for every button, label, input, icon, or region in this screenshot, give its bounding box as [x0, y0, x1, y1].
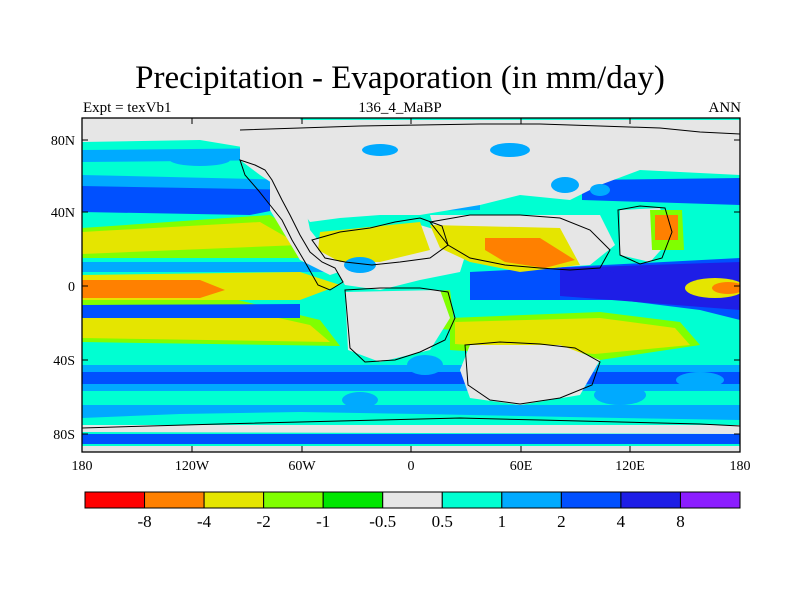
blob-6 — [344, 257, 376, 273]
coastline-americas — [239, 159, 344, 291]
land-orange-east — [655, 215, 678, 240]
lon-label-60w: 60W — [288, 459, 316, 474]
blob-10 — [676, 372, 724, 388]
colorbar-box-9 — [620, 491, 681, 509]
colorbar-label-2: -2 — [257, 512, 271, 531]
blob-3 — [490, 143, 530, 157]
blob-4 — [362, 144, 398, 156]
colorbar-box-4 — [322, 491, 384, 509]
lat-label-40n: 40N — [51, 206, 75, 221]
lon-label-60e: 60E — [510, 459, 533, 474]
blob-5 — [170, 154, 230, 166]
blob-7 — [407, 355, 443, 375]
colorbar-label-9: 8 — [676, 512, 685, 531]
band-south-blue-2 — [82, 405, 740, 420]
lat-label-0: 0 — [68, 280, 75, 295]
itcz-pacific-south — [82, 304, 300, 318]
colorbar-box-0 — [84, 491, 146, 509]
coastline-arctic — [239, 123, 741, 135]
landmass-north-america-edge — [270, 165, 345, 275]
colorbar-box-7 — [501, 491, 562, 509]
landmass-south-america-africa — [345, 290, 450, 362]
lon-label-120e: 120E — [615, 459, 645, 474]
blob-1 — [551, 177, 579, 193]
colorbar-label-6: 1 — [498, 512, 507, 531]
coastline-east-asia — [617, 205, 673, 265]
coastline-antarctica — [81, 417, 741, 429]
colorbar-label-0: -8 — [137, 512, 151, 531]
coastline-southern-island — [464, 341, 601, 405]
zone-tropical-pacific-orange — [82, 280, 225, 298]
blob-11 — [580, 270, 620, 290]
itcz-pacific-north — [82, 262, 340, 272]
band-north-pacific-west — [582, 178, 740, 205]
lon-label-120w: 120W — [175, 459, 210, 474]
season-label: ANN — [708, 100, 742, 116]
colorbar-box-5 — [382, 491, 443, 509]
landmass-eurasia-north — [240, 120, 740, 222]
lat-label-80s: 80S — [53, 428, 75, 443]
colorbar-box-1 — [144, 491, 205, 509]
lon-label-0: 0 — [408, 459, 415, 474]
coastline-south-continent — [344, 287, 456, 363]
blob-8 — [342, 392, 378, 408]
landmass-southern-continent — [460, 345, 600, 405]
colorbar-label-3: -1 — [316, 512, 330, 531]
colorbar-label-1: -4 — [197, 512, 212, 531]
landmass-arctic — [82, 118, 305, 150]
blob-2 — [590, 184, 610, 196]
colorbar-box-6 — [441, 491, 503, 509]
lat-label-80n: 80N — [51, 134, 75, 149]
land-orange — [485, 238, 575, 268]
coastline-afro-asia — [429, 214, 611, 271]
colorbar-label-8: 4 — [617, 512, 626, 531]
period-label: 136_4_MaBP — [358, 100, 442, 116]
lat-label-40s: 40S — [53, 354, 75, 369]
colorbar-label-7: 2 — [557, 512, 566, 531]
blob-9 — [594, 385, 646, 405]
colorbar-box-2 — [203, 491, 265, 509]
colorbar-box-3 — [263, 491, 324, 509]
zone-north-pacific-yellow — [82, 222, 300, 254]
band-north-pacific-light — [82, 175, 300, 190]
colorbar-label-5: 0.5 — [432, 512, 453, 531]
colorbar-box-8 — [560, 491, 622, 509]
lat-ticks — [82, 139, 740, 435]
experiment-label: Expt = texVb1 — [83, 100, 172, 116]
band-south-strong — [82, 372, 740, 384]
land-yellow-west — [318, 222, 430, 262]
colorbar: -8 -4 -2 -1 -0.5 0.5 1 2 4 8 — [84, 491, 741, 531]
lon-ticks — [191, 118, 631, 452]
lon-label-180e: 180 — [730, 459, 751, 474]
colorbar-box-10 — [679, 491, 741, 509]
colorbar-label-4: -0.5 — [369, 512, 396, 531]
lon-label-180w: 180 — [72, 459, 93, 474]
precip-evap-field — [82, 118, 740, 452]
band-antarctic-coast — [82, 434, 740, 444]
coastlines — [81, 123, 741, 429]
map-title: Precipitation - Evaporation (in mm/day) — [135, 60, 665, 96]
landmass-antarctic-shelf — [82, 425, 740, 434]
east-pacific-orange — [712, 282, 740, 294]
